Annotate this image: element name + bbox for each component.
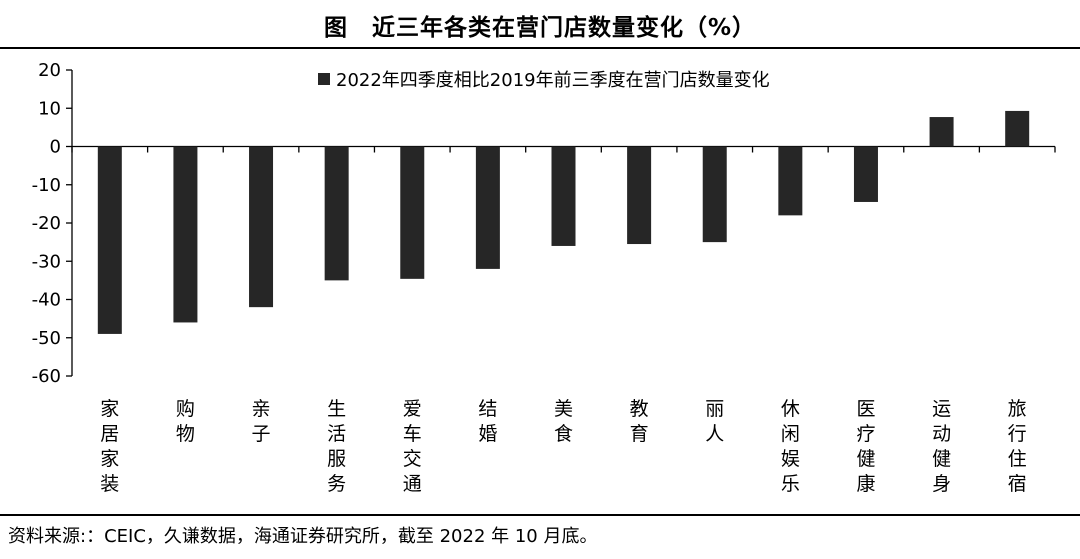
x-tick-label: 结婚 <box>478 398 497 445</box>
bar <box>400 146 425 279</box>
legend-label: 2022年四季度相比2019年前三季度在营门店数量变化 <box>336 70 770 91</box>
bar <box>475 146 500 269</box>
bar-chart: 20 10 0 -10 -20 -30 -40 -50 -60 家居家装 购物 亲子 生活服务 爱车交通 结… <box>32 60 1056 495</box>
bar <box>249 146 274 308</box>
y-tick-label: -30 <box>32 251 61 272</box>
y-tick-label: -60 <box>32 366 61 387</box>
x-tick-label: 爱车交通 <box>403 398 422 495</box>
y-tick-label: 10 <box>38 98 61 119</box>
y-tick-label: 0 <box>50 137 61 158</box>
x-tick-label: 亲子 <box>252 398 271 445</box>
source-note: 资料来源:：CEIC，久谦数据，海通证券研究所，截至 2022 年 10 月底。 <box>8 526 598 547</box>
x-tick-label: 家居家装 <box>100 398 119 495</box>
bar <box>97 146 122 334</box>
bar <box>627 146 652 245</box>
x-tick-label: 休闲娱乐 <box>781 398 800 495</box>
bar <box>551 146 576 246</box>
bar <box>1005 110 1030 147</box>
bar <box>702 146 727 243</box>
chart-title: 图 近三年各类在营门店数量变化（%） <box>323 15 757 41</box>
y-tick-label: -40 <box>32 290 61 311</box>
legend-swatch <box>318 73 330 85</box>
y-tick-label: -50 <box>32 328 61 349</box>
title-rule <box>0 47 1080 49</box>
y-tick-label: -20 <box>32 213 61 234</box>
bar <box>929 117 954 147</box>
bar <box>324 146 349 281</box>
source-rule <box>0 514 1080 516</box>
x-tick-label: 运动健身 <box>932 398 951 495</box>
y-tick-label: -10 <box>32 175 61 196</box>
x-tick-label: 丽人 <box>705 398 724 445</box>
y-tick-label: 20 <box>38 60 61 81</box>
bar <box>173 146 198 323</box>
x-tick-label: 医疗健康 <box>856 398 875 495</box>
x-tick-label: 购物 <box>176 398 195 445</box>
x-tick-label: 生活服务 <box>327 398 346 495</box>
x-tick-label: 美食 <box>554 398 573 445</box>
bar <box>853 146 878 202</box>
bar <box>778 146 803 216</box>
x-tick-label: 旅行住宿 <box>1008 398 1027 495</box>
x-tick-label: 教育 <box>630 398 649 445</box>
